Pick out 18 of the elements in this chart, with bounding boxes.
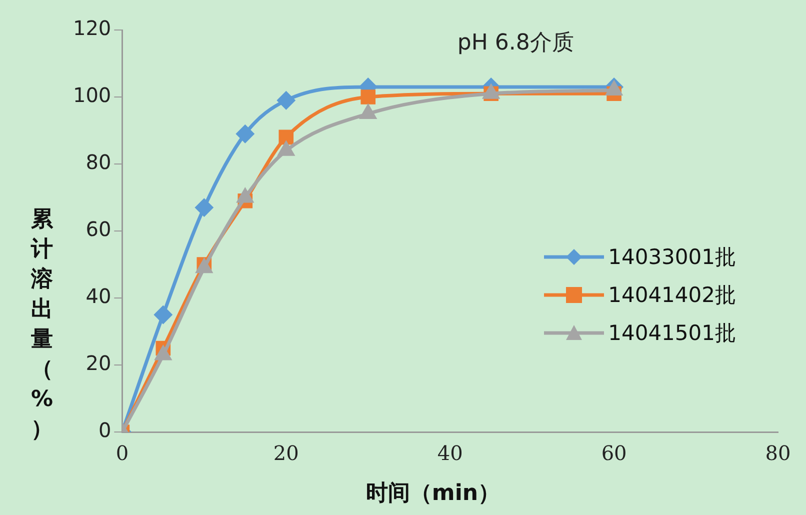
- y-tick-label: 20: [86, 351, 112, 376]
- x-tick-label: 0: [116, 441, 129, 466]
- x-tick-label: 20: [273, 441, 299, 466]
- x-axis-title: 时间（min）: [364, 480, 502, 508]
- legend-label: 14041501批: [608, 320, 736, 347]
- y-tick-label: 100: [72, 83, 112, 108]
- y-tick-label: 60: [86, 217, 112, 242]
- x-tick-label: 60: [601, 441, 627, 466]
- y-tick-label: 120: [72, 16, 112, 40]
- legend-label: 14041402批: [608, 282, 736, 309]
- chart-title: pH 6.8介质: [457, 30, 574, 56]
- y-tick-label: 0: [98, 418, 112, 442]
- y-tick-label: 80: [86, 150, 112, 174]
- x-tick-label: 80: [765, 441, 791, 466]
- y-axis-title: 累计溶出量（%）: [30, 206, 54, 444]
- y-tick-label: 40: [86, 284, 112, 308]
- legend-label: 14033001批: [608, 244, 736, 271]
- x-tick-label: 40: [437, 441, 463, 466]
